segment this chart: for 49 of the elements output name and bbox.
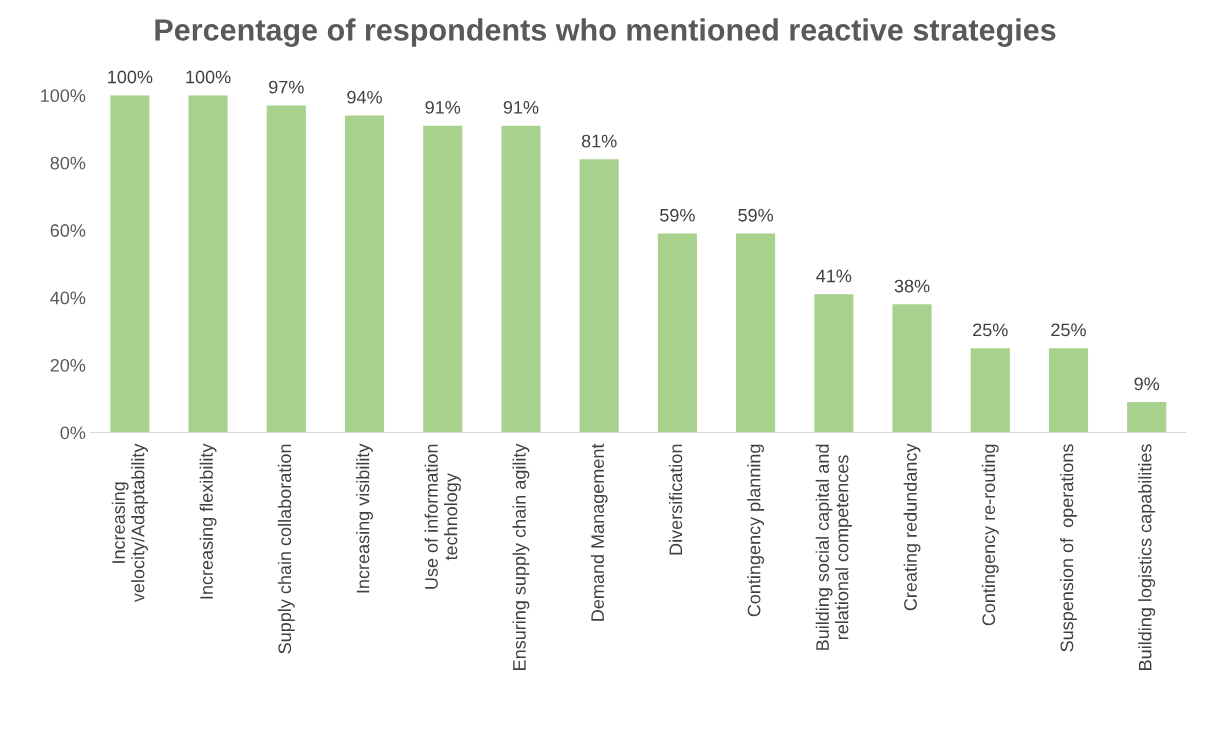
- x-tick-label: Diversification: [668, 444, 683, 555]
- bar: [188, 95, 228, 433]
- bar: [110, 95, 150, 433]
- bar: [423, 125, 463, 433]
- bar: [970, 348, 1010, 433]
- y-tick-label: 40%: [50, 291, 86, 305]
- y-tick-label: 80%: [50, 156, 86, 170]
- chart-title: Percentage of respondents who mentioned reactive strategies: [155, 18, 1056, 47]
- x-tick-label: Supply chain collaboration: [277, 444, 295, 654]
- data-label: 97%: [269, 80, 304, 94]
- bar: [344, 115, 385, 433]
- bar: [579, 159, 619, 433]
- data-label: 25%: [973, 323, 1008, 337]
- x-tick-label: Suspension of operations: [1060, 444, 1077, 652]
- bar: [892, 304, 932, 433]
- bar: [1127, 402, 1167, 433]
- data-label: 38%: [894, 279, 930, 293]
- data-label: 59%: [660, 208, 695, 222]
- x-tick-label: Demand Management: [590, 443, 608, 621]
- bar: [1048, 348, 1089, 433]
- x-tick-label: Creating redundancy: [903, 443, 921, 611]
- data-label: 91%: [503, 100, 539, 114]
- data-label: 25%: [1051, 323, 1086, 337]
- y-tick-label: 20%: [50, 358, 86, 372]
- x-tick-label: Building logistics capabilities: [1138, 444, 1156, 670]
- bar: [266, 105, 306, 433]
- x-tick-label: Contingency planning: [747, 444, 765, 617]
- data-label: 41%: [816, 269, 852, 283]
- x-tick-label: Contingency re-routing: [981, 444, 999, 626]
- data-label: 100%: [186, 70, 231, 84]
- data-label: 9%: [1134, 377, 1160, 391]
- x-tick-label: Increasing velocity/Adaptability: [111, 443, 148, 603]
- bar: [657, 233, 697, 433]
- data-label: 91%: [425, 100, 461, 114]
- x-tick-label: Building social capital and relational competences: [815, 444, 852, 650]
- data-label: 59%: [738, 208, 774, 222]
- x-tick-label: Increasing visibility: [356, 443, 373, 593]
- x-tick-label: Ensuring supply chain agility: [512, 443, 530, 670]
- bar: [814, 294, 854, 433]
- data-label: 100%: [108, 70, 153, 84]
- y-tick-label: 60%: [50, 224, 86, 237]
- data-label: 81%: [581, 134, 617, 148]
- y-tick-label: 100%: [41, 89, 86, 103]
- bar: [736, 233, 776, 433]
- x-tick-label: Use of information technology: [424, 444, 461, 589]
- data-label: 94%: [347, 90, 382, 104]
- x-tick-label: Increasing flexibility: [199, 443, 217, 599]
- y-tick-label: 0%: [60, 426, 86, 440]
- bar: [501, 125, 541, 433]
